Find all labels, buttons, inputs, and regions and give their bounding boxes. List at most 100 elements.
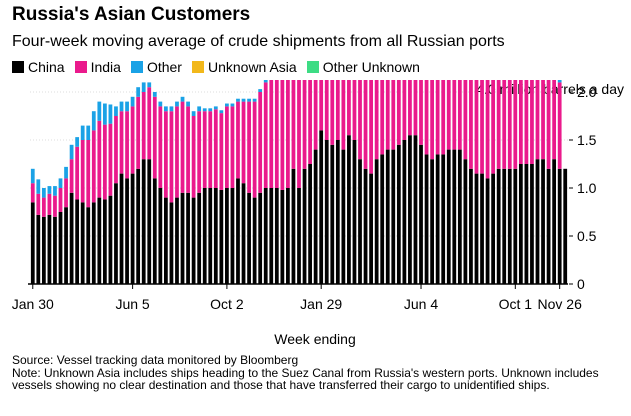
bar-segment-china [352,140,357,284]
bar-segment-india [86,140,91,208]
x-tick-label: Jun 5 [115,296,149,312]
bar-segment-india [518,80,523,165]
bar-segment-china [541,159,545,284]
bar-segment-other [114,106,118,116]
bar-segment-other [64,166,68,179]
bar-segment-china [125,178,129,284]
bar-segment-china [441,154,446,284]
bar-segment-china [180,192,185,284]
legend-item-unknown-asia: Unknown Asia [191,59,297,75]
bar-segment-other [197,106,202,112]
bar-segment-other [158,101,163,107]
bar-segment-china [58,212,63,284]
bar-segment-india [557,82,562,169]
bar-segment-india [197,111,202,193]
bar-segment-india [319,80,324,131]
bar-segment-china [469,168,473,284]
legend-label: Other [146,59,182,75]
bar-segment-other [141,82,146,92]
bar-segment-china [225,188,229,284]
bar-segment-india [97,120,102,198]
bar-segment-india [457,80,462,150]
x-tick-label: Oct 2 [210,296,244,312]
bar-segment-india [225,106,229,188]
bar-segment-china [557,168,562,284]
bar-segment-india [535,80,540,160]
bar-segment-india [30,183,35,203]
bar-segment-india [297,80,301,188]
bar-segment-china [30,202,35,284]
bar-segment-india [130,106,135,174]
bar-segment-india [507,80,512,169]
bar-segment-other [225,103,229,107]
legend-item-china: China [12,59,65,75]
bar-segment-china [186,192,190,284]
source-notes: Source: Vessel tracking data monitored b… [12,354,617,392]
note-line: Note: Unknown Asia includes ships headin… [12,365,599,392]
y-tick-label: 0.5 [577,228,597,244]
bar-segment-other [175,101,179,107]
bar-segment-india [302,80,307,169]
bar-segment-india [485,80,490,179]
bar-segment-other [53,186,57,196]
bar-segment-india [230,106,235,188]
bar-segment-india [452,80,457,150]
stacked-bar-chart: 00.51.01.52.02.53.03.54.0 million barrel… [12,80,624,347]
bar-segment-india [91,130,96,203]
bar-segment-other [130,96,135,107]
chart-title: Russia's Asian Customers [12,4,251,25]
bar-segment-india [385,80,390,150]
legend-label: China [28,59,65,75]
bar-segment-china [335,140,340,284]
y-tick-label: 2.0 [577,84,597,100]
bar-segment-china [263,188,268,284]
bar-segment-china [247,192,251,284]
bar-segment-china [369,173,373,284]
bar-segment-india [175,106,179,198]
bar-segment-india [313,80,318,150]
bar-segment-china [147,159,152,284]
y-tick-label: 0 [577,276,585,292]
bar-segment-other [241,98,246,102]
bar-segment-other [236,98,240,102]
legend-label: Other Unknown [322,59,420,75]
bar-segment-china [230,188,235,284]
bar-segment-china [419,144,423,284]
legend-swatch [130,61,143,73]
bar-segment-india [513,80,518,169]
bar-segment-india [58,188,63,212]
bar-segment-india [502,80,507,169]
bar-segment-india [308,80,312,164]
bar-segment-china [396,144,401,284]
bar-segment-china [330,144,335,284]
bar-segment-india [408,80,412,136]
bar-segment-china [286,188,290,284]
bar-segment-india [369,80,373,174]
bar-segment-china [463,159,468,284]
bar-segment-india [136,96,141,169]
bar-segment-india [358,80,362,160]
bar-segment-china [97,197,102,284]
bar-segment-india [413,80,418,136]
bar-segment-india [269,80,274,188]
bar-segment-china [175,197,179,284]
bar-segment-china [69,192,74,284]
bar-segment-other [152,92,157,97]
x-tick-label: Nov 26 [538,296,583,312]
bar-segment-india [335,80,340,140]
chart-legend: China India Other Unknown Asia Other Unknown [12,59,420,75]
bar-segment-china [64,207,68,284]
bar-segment-other [47,186,52,194]
bar-segment-china [141,159,146,284]
bar-segment-china [280,189,285,284]
bar-segment-china [424,154,429,284]
bar-segment-india [291,80,296,169]
source-line: Source: Vessel tracking data monitored b… [12,353,299,367]
bar-segment-india [53,195,57,217]
bar-segment-china [513,168,518,284]
bar-segment-china [363,168,368,284]
legend-swatch [191,61,204,73]
legend-swatch [74,61,87,73]
bar-segment-india [247,101,251,193]
bar-segment-india [396,80,401,145]
